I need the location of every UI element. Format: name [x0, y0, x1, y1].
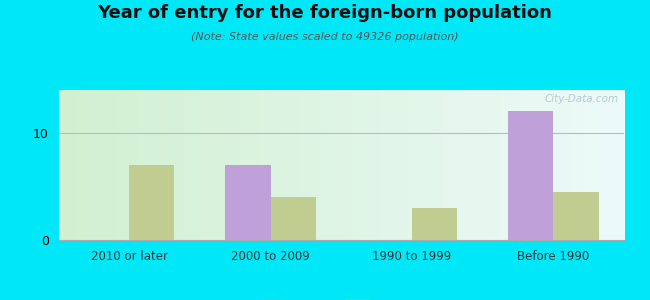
Bar — [129, 165, 174, 240]
Bar — [508, 111, 553, 240]
Bar — [412, 208, 457, 240]
Legend: 49326, Michigan: 49326, Michigan — [256, 298, 426, 300]
Text: (Note: State values scaled to 49326 population): (Note: State values scaled to 49326 popu… — [191, 32, 459, 41]
Text: Year of entry for the foreign-born population: Year of entry for the foreign-born popul… — [98, 4, 552, 22]
Bar — [270, 197, 316, 240]
Bar — [226, 165, 270, 240]
Text: City-Data.com: City-Data.com — [544, 94, 618, 104]
Bar — [553, 192, 599, 240]
